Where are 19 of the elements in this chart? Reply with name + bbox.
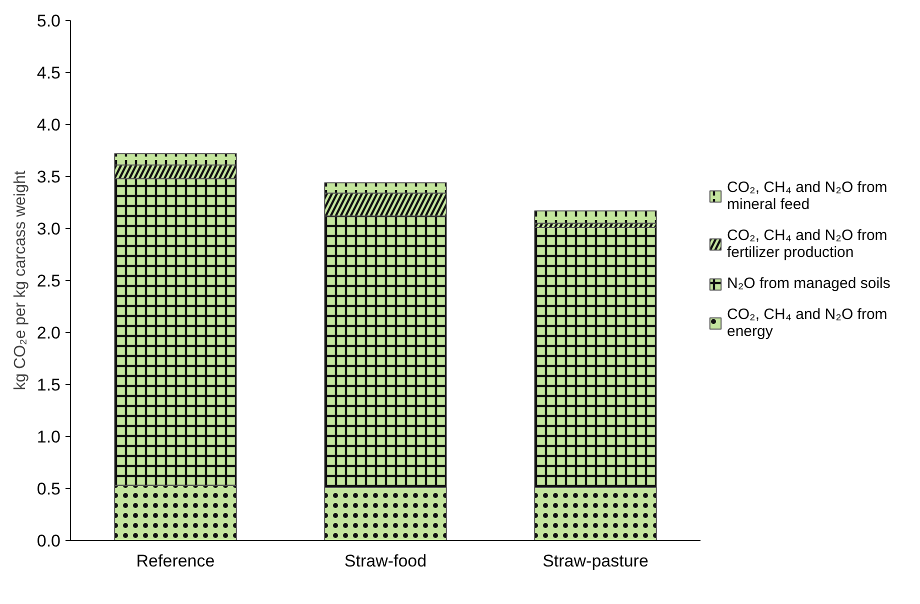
y-tick-label: 0.5 — [36, 480, 61, 498]
y-tick-label: 2.0 — [36, 324, 61, 342]
y-axis-title: kg CO₂e per kg carcass weight — [12, 170, 29, 390]
legend-label: CO₂, CH₄ and N₂O from mineral feed — [727, 179, 888, 213]
x-tick-label: Straw-food — [344, 552, 427, 570]
y-tick-label: 3.5 — [36, 168, 61, 186]
x-tick-label: Reference — [136, 552, 215, 570]
legend-label: CO₂, CH₄ and N₂O from fertilizer production — [727, 227, 888, 261]
x-tick-label: Straw-pasture — [542, 552, 648, 570]
y-tick-label: 4.5 — [36, 64, 61, 82]
y-tick-label: 1.5 — [36, 376, 61, 394]
y-tick-label: 3.0 — [36, 220, 61, 238]
y-tick-label: 5.0 — [36, 12, 61, 30]
legend-label: N₂O from managed soils — [727, 275, 890, 292]
y-tick-label: 0.0 — [36, 532, 61, 550]
y-tick-label: 1.0 — [36, 428, 61, 446]
legend-label: CO₂, CH₄ and N₂O from energy — [727, 306, 888, 340]
y-tick-label: 2.5 — [36, 272, 61, 290]
y-tick-label: 4.0 — [36, 116, 61, 134]
